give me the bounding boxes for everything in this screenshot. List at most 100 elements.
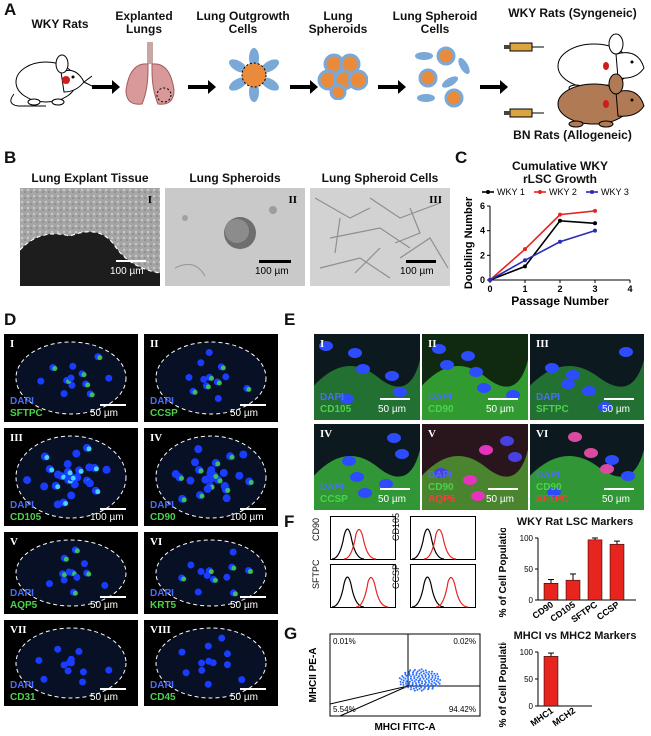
nucleus (479, 445, 493, 455)
series-line (489, 219, 596, 281)
x-tick-label: 4 (627, 284, 632, 294)
panel-label-b: B (4, 148, 17, 167)
spheroid-icon (317, 53, 368, 100)
nucleus (545, 363, 559, 373)
marker-signal (220, 365, 226, 371)
y-tick-label: 0 (480, 275, 485, 285)
dapi-label: DAPI (150, 500, 174, 511)
stain-label-extra: SFTPC (536, 494, 569, 505)
event-dot (418, 672, 421, 675)
event-dot (402, 681, 405, 684)
flow-arrow-1 (92, 80, 120, 94)
immunostain-tile: I DAPI SFTPC 50 µm (4, 334, 138, 422)
step-label-wky-rats: WKY Rats (31, 17, 89, 31)
nucleus (621, 471, 635, 481)
legend-marker (538, 190, 542, 194)
dapi-label: DAPI (428, 470, 452, 481)
nucleus (229, 548, 237, 556)
marker-signal (62, 572, 68, 578)
nucleus (191, 458, 200, 467)
flow-arrow-3 (290, 80, 318, 94)
gate-line (329, 685, 409, 705)
marker-signal (179, 475, 185, 481)
event-dot (400, 678, 403, 681)
marker-signal (86, 571, 92, 577)
event-dot (416, 676, 419, 679)
marker-signal (52, 365, 58, 371)
tissue-section (155, 435, 267, 519)
event-dot (418, 669, 421, 672)
data-point (558, 218, 562, 223)
scale-bar (100, 508, 126, 510)
label-wky-syngeneic: WKY Rats (Syngeneic) (508, 6, 637, 20)
y-tick-label: 100 (520, 648, 534, 657)
tissue-section (155, 627, 267, 699)
nucleus (65, 568, 73, 576)
red-overlay (422, 424, 528, 510)
nucleus (506, 390, 520, 400)
marker-signal (209, 375, 215, 381)
histogram-label: SFTPC (311, 559, 321, 589)
scale-label: 50 µm (486, 494, 514, 505)
nucleus (239, 450, 248, 459)
scale-label: 50 µm (486, 404, 514, 415)
marker-signal (44, 454, 50, 460)
cell-field (422, 424, 528, 510)
nucleus (434, 468, 448, 478)
event-dot (412, 687, 415, 690)
nucleus (67, 491, 76, 500)
scale-label: 100 µm (400, 266, 434, 277)
stain-label: CD90 (150, 512, 176, 523)
event-dot (437, 675, 440, 678)
nucleus (68, 381, 76, 389)
nucleus (379, 479, 393, 489)
nucleus (35, 656, 43, 664)
scale-label: 50 µm (602, 404, 630, 415)
stain-curve (355, 576, 389, 608)
spheroid-cells-image: III 100 µm (310, 188, 450, 286)
roman-numeral: VII (10, 624, 27, 636)
marker-signal (93, 466, 99, 472)
marker-signal (229, 454, 235, 460)
event-dot (427, 686, 430, 689)
event-dot (412, 685, 415, 688)
if-tile: II DAPI CD90 50 µm (422, 334, 528, 420)
event-dot (439, 678, 442, 681)
scale-bar (380, 488, 410, 490)
scale-label: 50 µm (602, 494, 630, 505)
quadrant-ll: 5.54% (333, 705, 356, 714)
event-dot (436, 677, 439, 680)
cell-field (314, 341, 420, 420)
marker-signal (95, 489, 101, 495)
marker-signal (212, 577, 218, 583)
nucleus (178, 648, 186, 656)
event-dot (420, 671, 423, 674)
cytoplasm (314, 359, 420, 420)
stain-label: AQP5 (10, 600, 38, 611)
step-label-spheroid-cells: Lung Spheroid Cells (392, 9, 478, 36)
marker-signal (205, 384, 211, 390)
chart-f-title: WKY Rat LSC Markers (516, 516, 634, 528)
roman-numeral: I (320, 338, 325, 350)
marker-signal (217, 478, 223, 484)
scale-label: 50 µm (230, 692, 258, 703)
event-dot (410, 686, 413, 689)
event-dot (420, 674, 423, 677)
event-dot (407, 676, 410, 679)
nucleus (23, 476, 32, 485)
event-dot (405, 674, 408, 677)
event-dot (411, 681, 414, 684)
flow-arrow-5 (480, 80, 508, 94)
immunostain-tile: VI DAPI KRT5 50 µm (144, 532, 278, 614)
event-dot (405, 680, 408, 683)
nucleus (200, 375, 208, 383)
cell-field (422, 344, 528, 420)
marker-signal (181, 497, 187, 503)
y-tick-label: 0 (529, 596, 534, 605)
event-dot (438, 682, 441, 685)
nucleus (387, 433, 401, 443)
b-title-3: Lung Spheroid Cells (321, 171, 439, 185)
scale-bar (240, 596, 266, 598)
event-dot (422, 688, 425, 691)
event-dot (415, 672, 418, 675)
